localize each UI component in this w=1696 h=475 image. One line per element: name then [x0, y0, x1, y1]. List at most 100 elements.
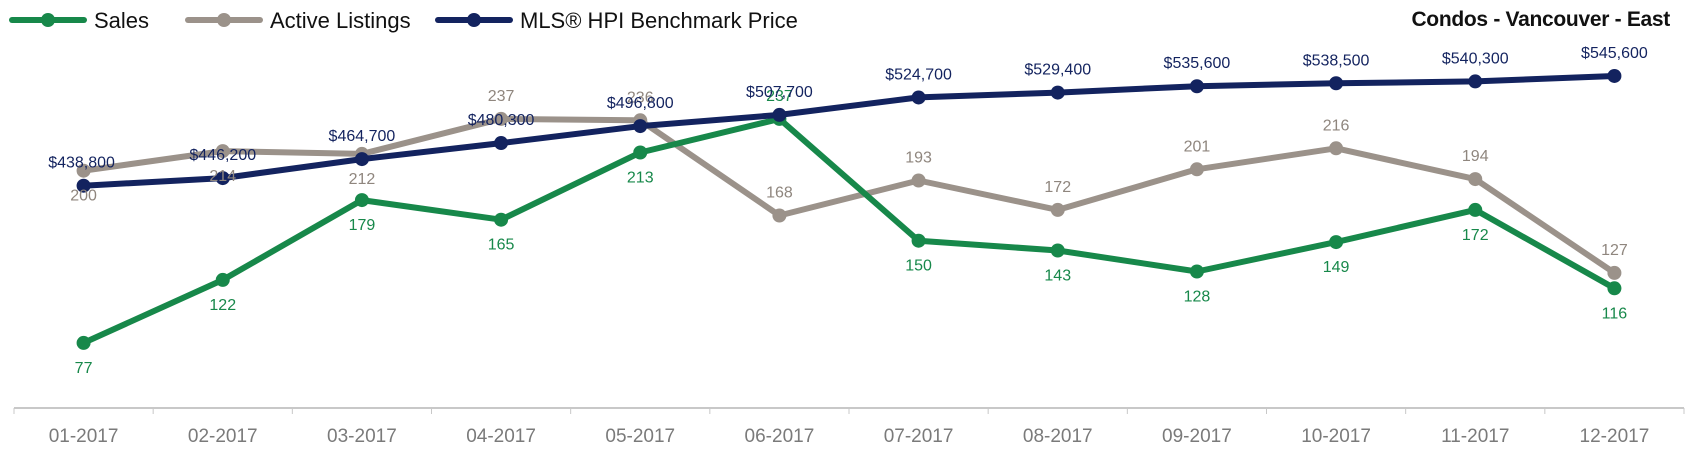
data-point: [1468, 202, 1483, 217]
x-tick-label: 10-2017: [1301, 426, 1371, 447]
data-point: [76, 178, 91, 193]
data-point: [911, 90, 926, 105]
data-label: $446,200: [189, 147, 256, 164]
data-label: $464,700: [329, 128, 396, 145]
data-point: [633, 119, 648, 134]
series-mls-hpi-benchmark-price: [76, 68, 1622, 193]
data-label: 150: [905, 258, 932, 275]
legend: Sales Active Listings MLS® HPI Benchmark P…: [9, 8, 798, 33]
legend-label: MLS® HPI Benchmark Price: [520, 8, 798, 33]
data-point: [494, 136, 509, 151]
x-tick-label: 01-2017: [49, 426, 119, 447]
data-point: [494, 212, 509, 227]
data-label: 172: [1462, 227, 1489, 244]
x-tick-label: 03-2017: [327, 426, 397, 447]
series-line: [80, 115, 1618, 276]
x-tick-label: 08-2017: [1023, 426, 1093, 447]
x-tick-label: 02-2017: [188, 426, 258, 447]
series-line: [80, 73, 1618, 189]
data-point: [772, 208, 787, 223]
data-label: $545,600: [1581, 45, 1648, 62]
data-label: $538,500: [1303, 52, 1370, 69]
data-label: $540,300: [1442, 50, 1509, 67]
x-tick-label: 07-2017: [884, 426, 954, 447]
data-point: [1607, 265, 1622, 280]
series-sales: [76, 111, 1622, 350]
data-point: [1607, 68, 1622, 83]
value-labels: 200 214 212 237 236 168 193 172 201 216 194 127 77 12…: [48, 45, 1648, 377]
data-label: 194: [1462, 148, 1489, 165]
chart-title: Condos - Vancouver - East: [1411, 8, 1670, 31]
data-point: [911, 173, 926, 188]
data-point: [1468, 74, 1483, 89]
data-label: 128: [1184, 289, 1211, 306]
data-label: 236: [627, 89, 654, 106]
data-label: $438,800: [48, 155, 115, 172]
data-point: [1189, 162, 1204, 177]
data-point: [911, 233, 926, 248]
data-label: 237: [766, 88, 793, 105]
data-label: 77: [75, 360, 93, 377]
x-tick-label: 12-2017: [1580, 426, 1650, 447]
data-label: $496,800: [607, 95, 674, 112]
legend-swatch-marker: [41, 13, 55, 27]
data-label: 143: [1044, 268, 1071, 285]
data-point: [1468, 172, 1483, 187]
data-point: [354, 193, 369, 208]
data-point: [1050, 85, 1065, 100]
data-label: 179: [349, 217, 376, 234]
data-label: $529,400: [1024, 62, 1091, 79]
x-tick-label: 05-2017: [605, 426, 675, 447]
data-point: [494, 111, 509, 126]
data-label: 216: [1323, 117, 1350, 134]
x-tick-label: 04-2017: [466, 426, 536, 447]
data-point: [1607, 281, 1622, 296]
x-tick-label: 11-2017: [1441, 426, 1509, 447]
data-point: [76, 163, 91, 178]
x-axis: 01-2017 02-2017 03-2017 04-2017 05-2017 06-20…: [13, 407, 1685, 447]
legend-item-mls-hpi-benchmark-price: MLS® HPI Benchmark Price: [435, 8, 798, 33]
data-label: 172: [1044, 179, 1071, 196]
data-point: [1050, 202, 1065, 217]
data-label: 200: [70, 188, 97, 205]
data-label: 237: [488, 88, 515, 105]
data-point: [1329, 76, 1344, 91]
data-label: 127: [1601, 242, 1628, 259]
data-label: 116: [1602, 305, 1628, 322]
data-label: 213: [627, 170, 654, 187]
data-label: 212: [349, 171, 376, 188]
data-label: 149: [1323, 259, 1350, 276]
legend-swatch-marker: [467, 13, 481, 27]
legend-item-sales: Sales: [9, 8, 149, 33]
legend-swatch-marker: [217, 13, 231, 27]
data-label: $535,600: [1164, 55, 1231, 72]
data-label: 122: [209, 297, 236, 314]
data-point: [76, 335, 91, 350]
data-point: [772, 107, 787, 122]
data-point: [215, 272, 230, 287]
x-tick-label: 09-2017: [1162, 426, 1232, 447]
data-label: 168: [766, 185, 793, 202]
series-layer: [76, 68, 1622, 350]
data-label: $480,300: [468, 112, 535, 129]
data-point: [1189, 264, 1204, 279]
data-point: [215, 144, 230, 159]
data-point: [1050, 243, 1065, 258]
legend-item-active-listings: Active Listings: [185, 8, 411, 33]
legend-label: Sales: [94, 8, 149, 33]
data-point: [1189, 79, 1204, 94]
legend-label: Active Listings: [270, 8, 411, 33]
data-point: [1329, 141, 1344, 156]
x-tick-label: 06-2017: [745, 426, 815, 447]
series-active-listings: [76, 111, 1622, 280]
data-label: 193: [905, 150, 932, 167]
data-point: [633, 145, 648, 160]
data-label: 214: [209, 168, 236, 185]
data-label: $507,700: [746, 84, 813, 101]
data-point: [354, 152, 369, 167]
data-point: [215, 171, 230, 186]
data-point: [1329, 235, 1344, 250]
data-label: 165: [488, 237, 515, 254]
data-label: $524,700: [885, 66, 952, 83]
